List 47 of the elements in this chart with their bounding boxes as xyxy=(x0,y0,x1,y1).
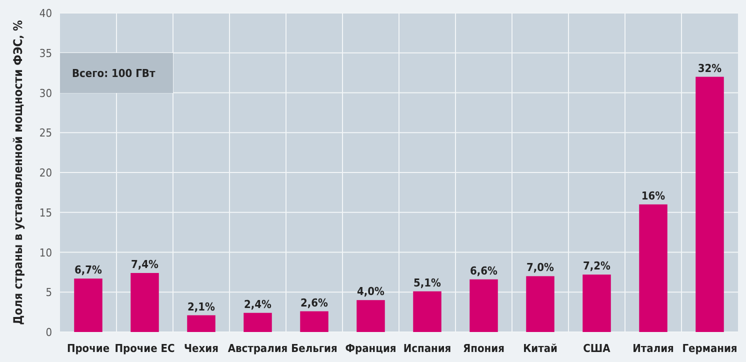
data-label: 2,4% xyxy=(244,298,272,311)
bar xyxy=(470,279,498,332)
y-tick-label: 35 xyxy=(39,46,52,60)
x-tick-label: Прочие xyxy=(66,342,110,355)
bar xyxy=(300,311,328,332)
y-tick-label: 0 xyxy=(46,326,52,339)
bar xyxy=(526,276,554,332)
y-tick-label: 30 xyxy=(39,86,52,100)
data-label: 7,4% xyxy=(131,258,159,271)
data-label: 32% xyxy=(698,62,722,75)
x-tick-label: Чехия xyxy=(184,342,218,355)
y-axis-title: Доля страны в установленной мощности ФЭС, % xyxy=(11,20,25,325)
bar xyxy=(582,274,611,332)
x-tick-label: США xyxy=(583,342,611,355)
bar xyxy=(187,315,216,332)
y-tick-label: 10 xyxy=(39,246,52,260)
data-label: 6,7% xyxy=(74,264,102,277)
data-label: 16% xyxy=(641,189,666,202)
data-label: 6,6% xyxy=(470,264,498,278)
y-tick-label: 15 xyxy=(39,206,52,220)
x-tick-label: Прочие ЕС xyxy=(114,342,175,355)
bar xyxy=(244,312,272,332)
x-tick-label: Бельгия xyxy=(291,342,338,355)
y-tick-label: 25 xyxy=(39,126,52,140)
data-label: 7,2% xyxy=(583,260,611,273)
x-tick-label: Китай xyxy=(523,342,558,355)
data-label: 2,6% xyxy=(300,296,328,310)
bar xyxy=(130,272,159,332)
bar xyxy=(696,76,724,332)
x-tick-label: Япония xyxy=(463,342,504,355)
x-tick-label: Италия xyxy=(632,342,674,355)
data-label: 2,1% xyxy=(188,300,216,314)
bar xyxy=(356,300,385,332)
bar xyxy=(413,291,442,332)
data-label: 4,0% xyxy=(357,285,385,298)
annotation: Всего: 100 ГВт xyxy=(72,67,156,80)
bar xyxy=(639,204,668,332)
y-tick-label: 5 xyxy=(46,286,52,300)
x-tick-label: Германия xyxy=(682,342,738,355)
data-label: 5,1% xyxy=(414,276,442,290)
y-tick-label: 40 xyxy=(39,7,52,20)
y-tick-label: 20 xyxy=(39,166,52,180)
data-label: 7,0% xyxy=(526,261,554,274)
x-tick-label: Франция xyxy=(345,342,396,355)
x-tick-label: Австралия xyxy=(228,342,288,355)
x-tick-label: Испания xyxy=(403,342,452,355)
bar xyxy=(74,278,102,332)
